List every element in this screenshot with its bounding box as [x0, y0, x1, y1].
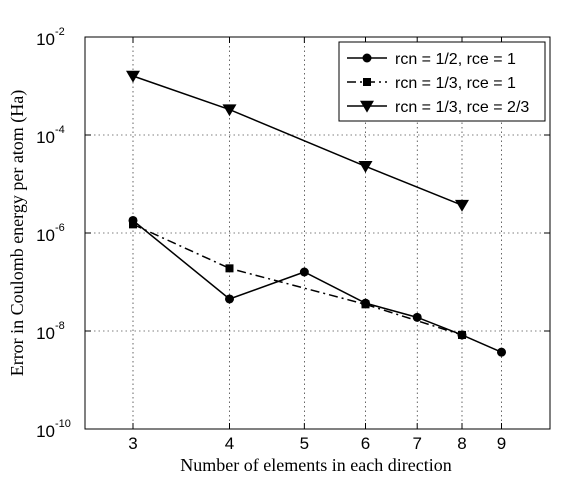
legend: rcn = 1/2, rce = 1 rcn = 1/3, rce = 1 rcn …: [338, 41, 546, 122]
series-3: [125, 70, 469, 212]
y-tick-base: 10: [36, 128, 55, 147]
x-axis-title: Number of elements in each direction: [180, 455, 451, 475]
data-point: [125, 70, 140, 83]
data-point: [225, 264, 234, 273]
y-tick-base: 10: [36, 30, 55, 49]
x-tick-label: 8: [457, 434, 466, 453]
y-tick-base: 10: [36, 422, 55, 441]
legend-label: rcn = 1/3, rce = 2/3: [395, 99, 529, 116]
data-point: [224, 294, 234, 304]
data-point: [497, 347, 507, 357]
x-tick-label: 7: [412, 434, 421, 453]
y-tick-label: 10: [36, 226, 55, 245]
series-1: [128, 215, 507, 357]
y-tick-base: 10: [36, 226, 55, 245]
legend-marker: [363, 78, 371, 86]
legend-marker: [362, 53, 372, 63]
x-tick-label: 3: [128, 434, 137, 453]
y-tick-exponent: -6: [55, 222, 65, 234]
y-tick-label: 10: [36, 128, 55, 147]
legend-item: rcn = 1/2, rce = 1: [347, 51, 516, 68]
data-point: [128, 220, 137, 229]
series-line: [132, 219, 502, 353]
series-layer: [125, 70, 507, 357]
y-tick-label: 10: [36, 30, 55, 49]
y-tick-label: 10: [36, 324, 55, 343]
y-tick-exponent: -4: [55, 124, 65, 136]
series-line: [132, 75, 463, 206]
legend-item: rcn = 1/3, rce = 2/3: [347, 99, 529, 116]
series-2: [128, 220, 466, 339]
x-tick-label: 4: [225, 434, 234, 453]
data-point: [299, 267, 309, 277]
y-axis-title: Error in Coulomb energy per atom (Ha): [7, 90, 28, 377]
data-point: [358, 161, 373, 173]
data-point: [412, 312, 422, 322]
x-tick-label: 5: [300, 434, 309, 453]
legend-item: rcn = 1/3, rce = 1: [347, 75, 516, 92]
y-tick-exponent: -2: [55, 26, 65, 38]
x-tick-label: 6: [361, 434, 370, 453]
y-tick-exponent: -10: [55, 418, 71, 430]
data-point: [457, 330, 466, 339]
data-point: [222, 104, 237, 117]
data-point: [361, 300, 370, 309]
data-point: [454, 199, 469, 212]
x-tick-label: 9: [497, 434, 506, 453]
legend-label: rcn = 1/2, rce = 1: [395, 51, 516, 68]
y-tick-label: 10: [36, 422, 55, 441]
legend-marker: [360, 100, 374, 113]
y-tick-base: 10: [36, 324, 55, 343]
series-line: [132, 223, 463, 336]
legend-label: rcn = 1/3, rce = 1: [395, 75, 516, 92]
y-tick-exponent: -8: [55, 320, 65, 332]
